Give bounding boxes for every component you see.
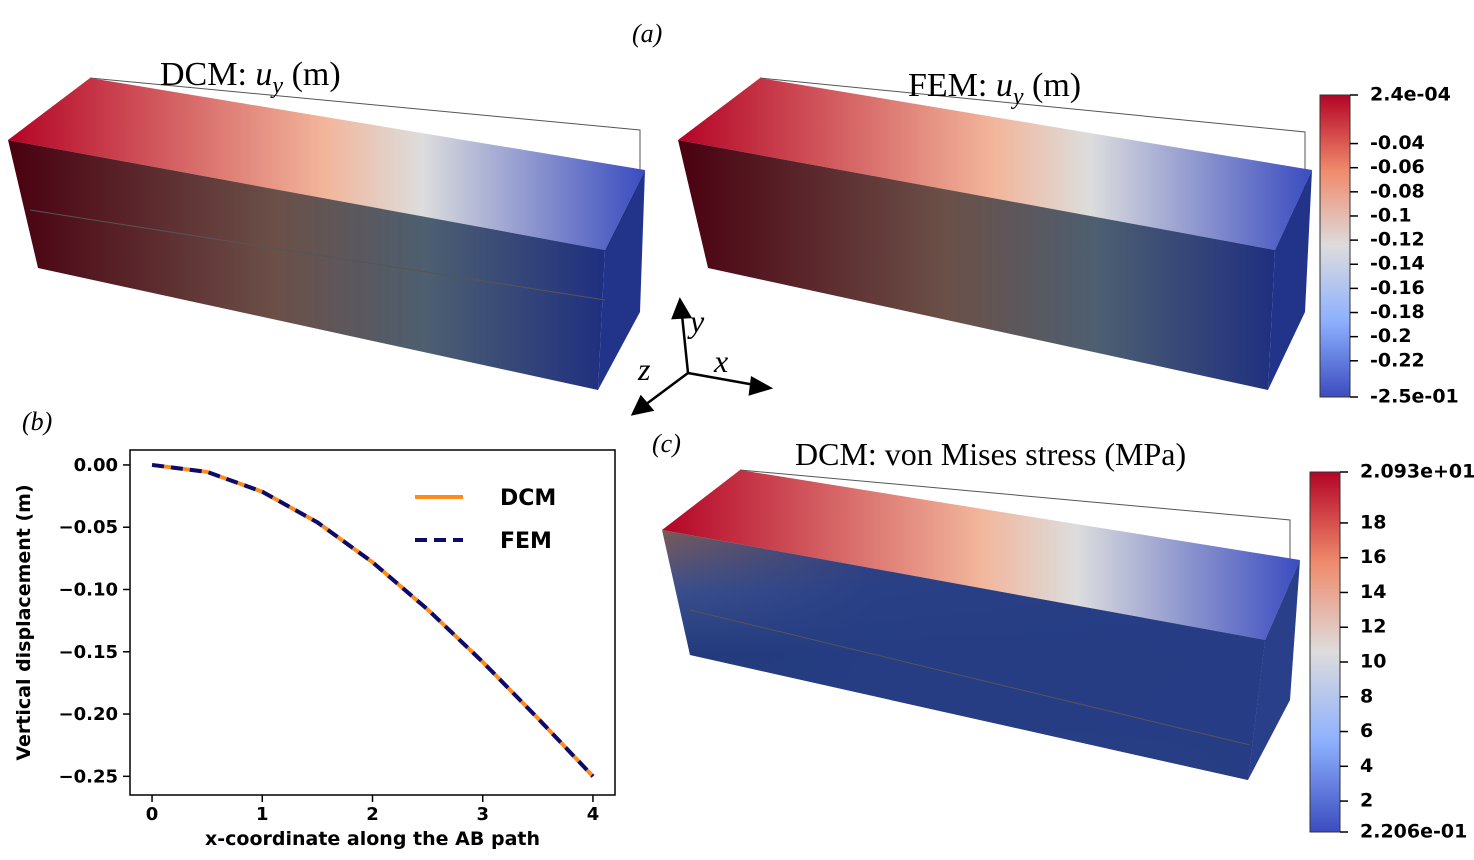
wireframe (89, 77, 641, 170)
title-label: FEM: (908, 67, 987, 104)
colorbar-tick-label: 2 (1360, 790, 1373, 812)
y-axis-label: Vertical displacement (m) (13, 484, 35, 760)
colorbar-tick-label: 2.206e-01 (1360, 821, 1467, 843)
wireframe (689, 609, 1251, 746)
colorbar-tick-label: 2.093e+01 (1360, 461, 1474, 483)
beam-render (8, 77, 645, 390)
x-tick-label: 3 (476, 804, 489, 825)
colorbar-tick-label: 4 (1360, 755, 1373, 777)
arrow-head (671, 297, 693, 320)
legend-label: FEM (500, 529, 552, 554)
panel-label: (a) (632, 19, 662, 48)
y-tick-label: −0.05 (59, 517, 119, 538)
x-tick-label: 1 (256, 804, 269, 825)
legend-label: DCM (500, 486, 556, 511)
y-tick-label: −0.10 (59, 579, 119, 600)
arrow-head (630, 394, 655, 416)
colorbar-tick-label: 12 (1360, 616, 1386, 638)
render-title: DCM: uy (m) (160, 56, 341, 101)
triad-axis (644, 371, 689, 407)
colorbar-tick-label: 2.4e-04 (1370, 84, 1451, 106)
title-unit: (m) (292, 56, 341, 93)
title-symbol: u (255, 56, 272, 93)
panel-label: (b) (22, 407, 52, 436)
title-subscript: y (1011, 84, 1024, 110)
series-line (151, 462, 595, 778)
colorbar-tick-label: 6 (1360, 720, 1373, 742)
colorbar-tick-label: -0.16 (1370, 277, 1425, 299)
series-line (151, 462, 595, 778)
top-face (662, 470, 1300, 640)
colorbar-tick-label: 16 (1360, 546, 1386, 568)
x-tick-label: 4 (587, 804, 600, 825)
axes-triad (630, 297, 774, 416)
y-tick-label: 0.00 (74, 455, 118, 476)
triad-label: y (687, 303, 705, 339)
colorbar-tick-label: -0.2 (1370, 325, 1412, 347)
colorbar-tick-label: -0.06 (1370, 156, 1425, 178)
colorbar-tick-label: -0.22 (1370, 349, 1425, 371)
colorbar-tick-label: -0.12 (1370, 229, 1425, 251)
side-face (1268, 170, 1312, 390)
colorbar-tick-label: -0.1 (1370, 204, 1412, 226)
colorbar-tick-label: 18 (1360, 511, 1386, 533)
triad-axis (680, 314, 690, 374)
y-tick-label: −0.25 (59, 766, 119, 787)
front-face-shade (662, 530, 1265, 780)
title-symbol: u (996, 67, 1013, 104)
colorbar-tick-label: -0.08 (1370, 180, 1425, 202)
side-face (1248, 560, 1300, 780)
x-tick-label: 2 (366, 804, 379, 825)
arrow-head (748, 376, 774, 396)
colorbar (1309, 471, 1341, 833)
top-face (8, 78, 645, 250)
colorbar-tick-label: -0.14 (1370, 253, 1425, 275)
colorbar-tick-label: 14 (1360, 581, 1386, 603)
triad-label: z (637, 351, 651, 387)
colorbar-tick-label: 10 (1360, 651, 1386, 673)
colorbar-tick-label: -0.04 (1370, 132, 1425, 154)
x-tick-label: 0 (146, 804, 159, 825)
colorbar (1319, 94, 1351, 398)
y-tick-label: −0.20 (59, 704, 119, 725)
triad-axis (687, 371, 756, 387)
triad-label: x (713, 343, 728, 379)
beam-render (662, 469, 1300, 780)
render-title: DCM: von Mises stress (MPa) (795, 436, 1186, 472)
y-tick-label: −0.15 (59, 642, 119, 663)
beam-render (678, 77, 1312, 390)
panel-label: (c) (652, 429, 681, 458)
x-axis-label: x-coordinate along the AB path (205, 828, 540, 850)
front-face (678, 140, 1275, 390)
colorbar-tick-label: -0.18 (1370, 301, 1425, 323)
colorbar-tick-label: 8 (1360, 685, 1373, 707)
front-face (8, 140, 605, 390)
title-unit: (m) (1032, 67, 1081, 104)
side-face (598, 170, 645, 390)
colorbar-tick-label: -2.5e-01 (1370, 386, 1459, 408)
wireframe (29, 209, 606, 301)
title-label: DCM: (160, 56, 247, 93)
title-subscript: y (270, 73, 283, 99)
render-title: FEM: uy (m) (908, 67, 1081, 112)
top-face (678, 78, 1312, 250)
